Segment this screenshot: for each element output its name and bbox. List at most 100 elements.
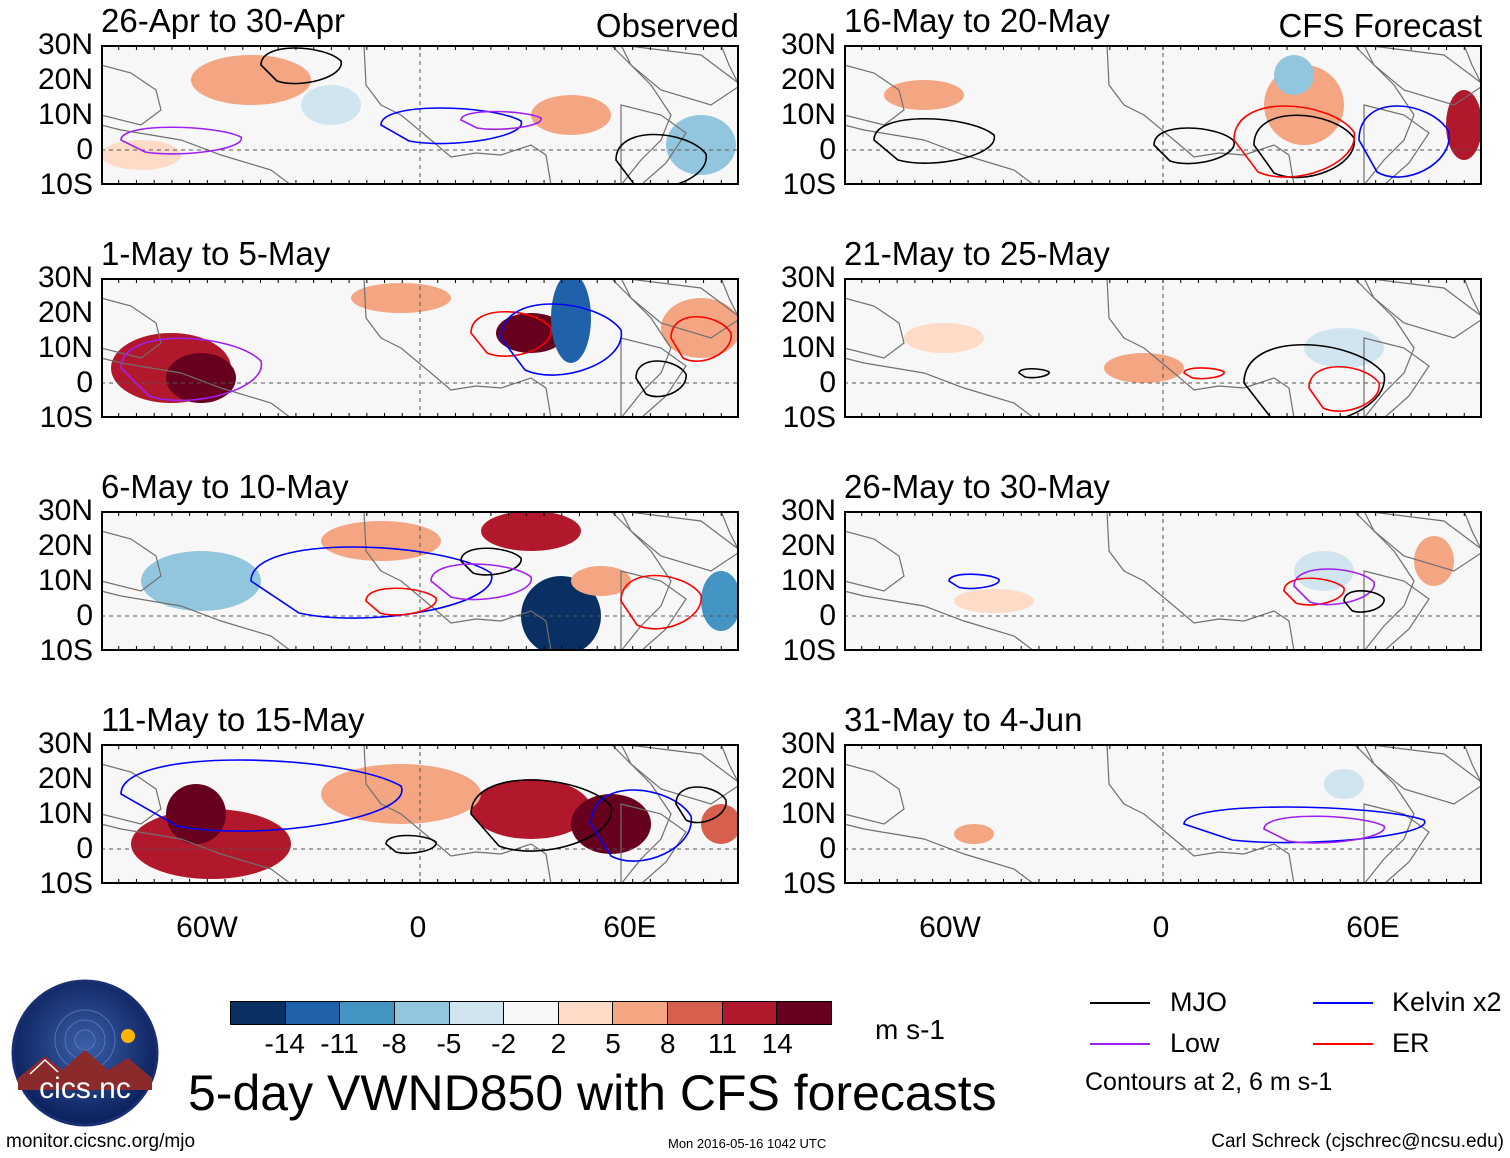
land-outlines	[844, 45, 1482, 185]
lon-label-60w: 60W	[919, 911, 981, 944]
wave-contours	[1183, 806, 1426, 844]
footer-credit: Carl Schreck (cjschrec@ncsu.edu)	[1211, 1131, 1504, 1152]
footer-timestamp: Mon 2016-05-16 1042 UTC	[668, 1136, 827, 1151]
wave-contours	[120, 47, 707, 185]
wind-anomaly-shading	[111, 278, 739, 403]
colorbar	[230, 1001, 832, 1025]
land-outlines	[844, 744, 1482, 884]
panel-title: 11-May to 15-May	[101, 701, 365, 738]
lat-label: 20N	[37, 762, 93, 795]
colorbar-tick-label: 11	[707, 1028, 738, 1059]
lat-label: 0	[819, 599, 836, 632]
map-panel	[844, 45, 1482, 185]
lat-label: 10S	[782, 401, 836, 434]
lat-label: 0	[76, 366, 93, 399]
logo-text: cics.nc	[39, 1072, 131, 1105]
map-panel	[844, 511, 1482, 651]
legend-line-er	[1313, 1043, 1373, 1045]
lat-label: 10N	[37, 98, 93, 131]
wind-anomaly-shading	[954, 769, 1364, 844]
legend-line-low	[1090, 1043, 1150, 1045]
lat-label: 0	[819, 832, 836, 865]
land-outlines	[844, 278, 1482, 418]
colorbar-bin	[285, 1002, 341, 1024]
colorbar-tick-label: 5	[605, 1028, 621, 1059]
colorbar-tick-label: -5	[436, 1028, 462, 1059]
colorbar-tick-label: -14	[264, 1028, 305, 1059]
legend-line-mjo	[1090, 1002, 1150, 1004]
colorbar-tick-label: -8	[381, 1028, 407, 1059]
legend-label-low: Low	[1170, 1028, 1220, 1058]
legend-label-kelvin: Kelvin x2	[1392, 987, 1502, 1017]
colorbar-bin	[722, 1002, 778, 1024]
lon-label-60e: 60E	[603, 911, 657, 944]
map-panel	[101, 45, 739, 185]
lat-label: 30N	[37, 494, 93, 527]
wave-contours	[948, 568, 1385, 613]
lat-label: 20N	[780, 296, 836, 329]
lon-label-60e: 60E	[1346, 911, 1400, 944]
map-panel	[101, 744, 739, 884]
lat-label: 10S	[39, 867, 93, 900]
lat-label: 0	[76, 832, 93, 865]
colorbar-bin	[558, 1002, 614, 1024]
lat-label: 20N	[780, 529, 836, 562]
lat-label: 10N	[37, 797, 93, 830]
lat-label: 30N	[37, 28, 93, 61]
map-panel	[101, 511, 739, 651]
lat-label: 30N	[37, 261, 93, 294]
footer-website[interactable]: monitor.cicsnc.org/mjo	[6, 1131, 196, 1152]
colorbar-bin	[613, 1002, 669, 1024]
colorbar-tick-label: -11	[320, 1028, 359, 1059]
colorbar-bin	[504, 1002, 559, 1024]
lat-label: 0	[819, 366, 836, 399]
lat-label: 10S	[39, 168, 93, 201]
lat-label: 20N	[780, 63, 836, 96]
lat-label: 10S	[782, 867, 836, 900]
lat-label: 10N	[780, 331, 836, 364]
legend-line-kelvin	[1313, 1002, 1373, 1004]
lat-label: 30N	[780, 261, 836, 294]
wind-anomaly-shading	[884, 55, 1482, 160]
colorbar-bin	[777, 1002, 832, 1024]
land-outlines	[844, 511, 1482, 651]
lon-label-0: 0	[409, 911, 427, 944]
lat-label: 20N	[780, 762, 836, 795]
lat-label: 0	[76, 599, 93, 632]
lat-label: 30N	[780, 28, 836, 61]
colorbar-tick-label: 2	[550, 1028, 567, 1059]
colorbar-tick-label: 8	[660, 1028, 676, 1059]
lat-label: 10N	[780, 98, 836, 131]
lat-label: 10N	[780, 797, 836, 830]
legend-label-mjo: MJO	[1170, 987, 1227, 1017]
wave-contours	[250, 546, 702, 630]
wave-contours	[873, 105, 1450, 179]
panel-title: 6-May to 10-May	[101, 468, 349, 505]
colorbar-tick-label: 14	[761, 1028, 793, 1059]
column-tag: Observed	[595, 7, 739, 44]
wind-anomaly-shading	[954, 536, 1454, 613]
cics-logo[interactable]: cics.nc	[10, 978, 160, 1128]
lat-label: 30N	[780, 494, 836, 527]
wind-anomaly-shading	[101, 55, 736, 175]
legend-note: Contours at 2, 6 m s-1	[1085, 1068, 1333, 1096]
land-outlines	[101, 511, 739, 651]
colorbar-tick-label: -2	[491, 1028, 517, 1059]
panel-title: 1-May to 5-May	[101, 235, 331, 272]
colorbar-bin	[394, 1002, 450, 1024]
lat-label: 30N	[37, 727, 93, 760]
panel-title: 21-May to 25-May	[844, 235, 1110, 272]
lat-label: 10S	[782, 634, 836, 667]
panel-title: 26-May to 30-May	[844, 468, 1110, 505]
lon-label-60w: 60W	[176, 911, 238, 944]
lat-label: 30N	[780, 727, 836, 760]
land-outlines	[101, 278, 739, 418]
lat-label: 20N	[37, 529, 93, 562]
colorbar-bin	[449, 1002, 505, 1024]
lat-label: 10S	[782, 168, 836, 201]
map-panel	[844, 278, 1482, 418]
panel-title: 26-Apr to 30-Apr	[101, 2, 345, 39]
lat-label: 20N	[37, 296, 93, 329]
map-panel	[101, 278, 739, 418]
colorbar-bin	[668, 1002, 723, 1024]
